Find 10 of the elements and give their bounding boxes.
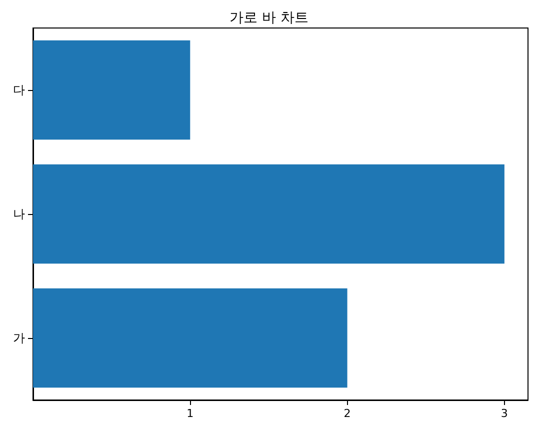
x-tick-label: 2 — [344, 407, 351, 420]
bar — [33, 288, 348, 388]
chart-title: 가로 바 차트 — [230, 10, 308, 26]
bar — [33, 164, 504, 264]
y-tick-label: 가 — [13, 331, 25, 345]
y-tick-label: 나 — [13, 207, 25, 221]
y-tick-label: 다 — [13, 83, 25, 97]
bar — [33, 40, 190, 140]
x-tick-label: 3 — [500, 407, 508, 420]
x-tick-label: 1 — [186, 407, 194, 420]
